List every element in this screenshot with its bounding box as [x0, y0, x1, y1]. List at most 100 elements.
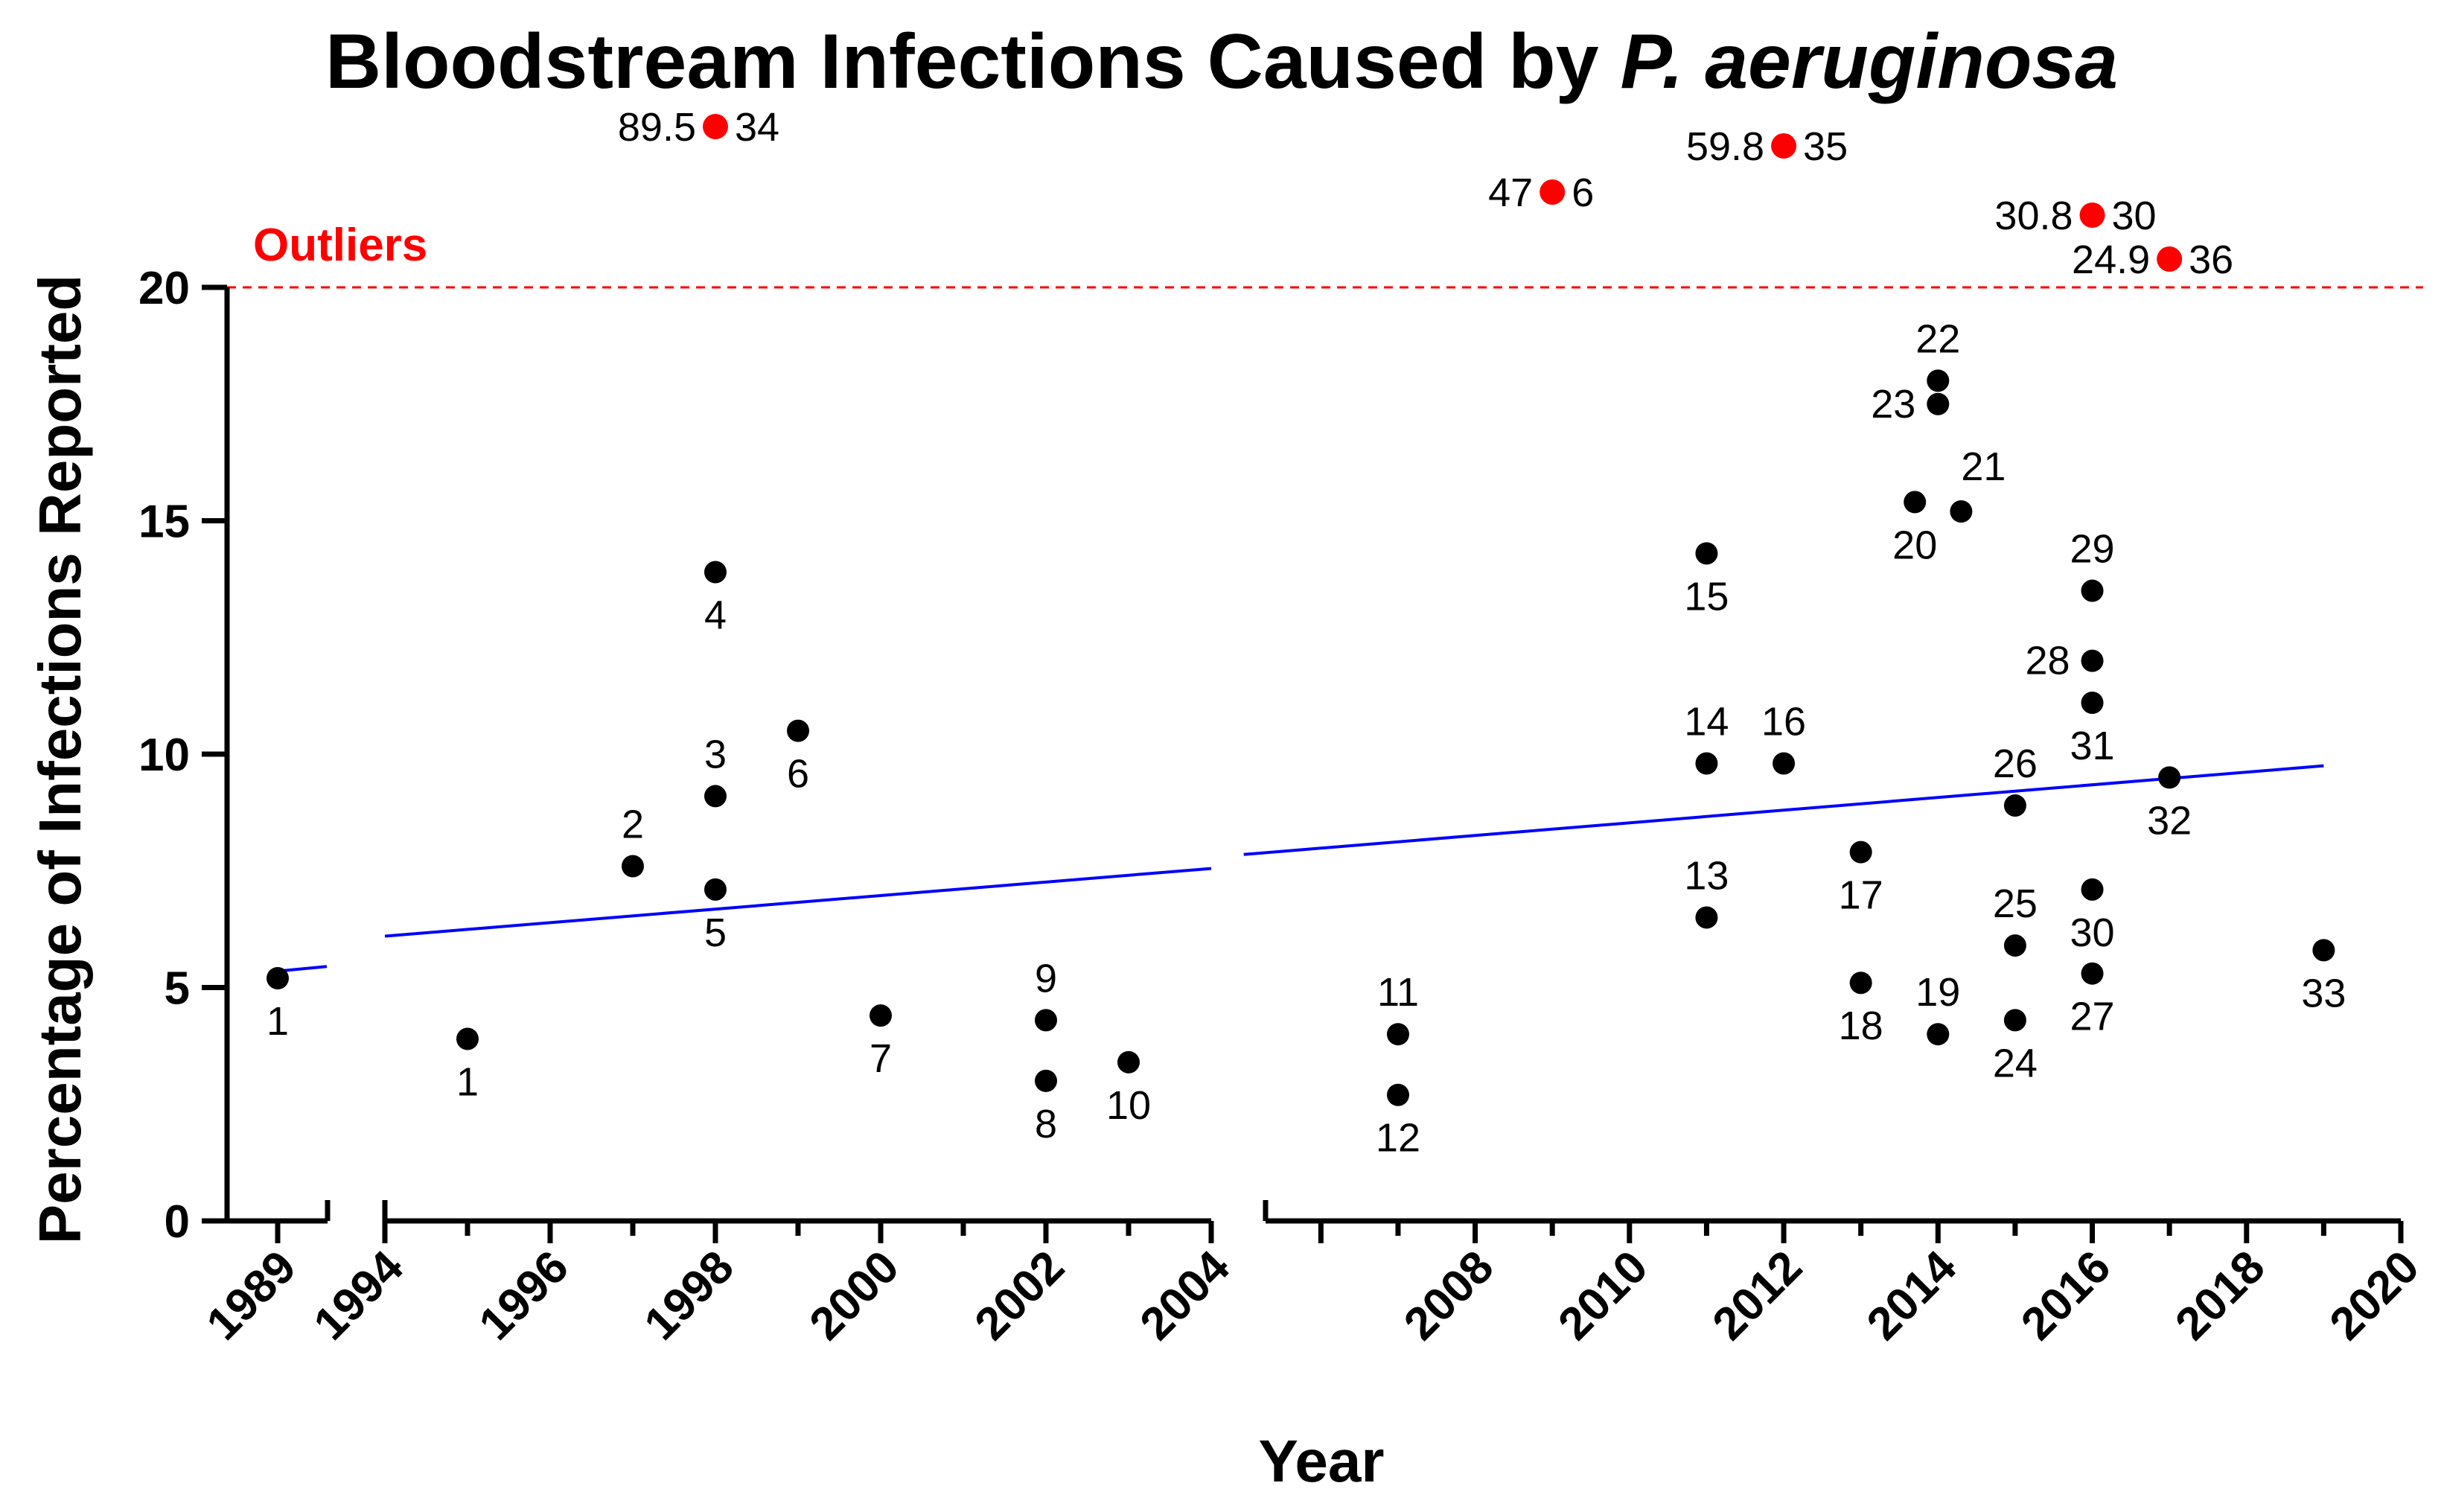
x-tick-label: 2014 — [1857, 1241, 1967, 1350]
data-point — [2003, 794, 2026, 817]
chart-title: Bloodstream Infections Caused by P. aeru… — [325, 19, 2118, 105]
data-point-label: 17 — [1839, 873, 1883, 918]
data-point-label: 14 — [1684, 700, 1729, 744]
data-point — [2081, 878, 2104, 901]
data-point — [1386, 1083, 1409, 1106]
chart-title-prefix: Bloodstream Infections Caused by — [325, 19, 1620, 105]
x-tick-label: 1998 — [635, 1241, 744, 1350]
outlier-threshold-group: Outliers — [227, 220, 2423, 289]
data-point — [622, 855, 644, 878]
data-point-label: 24 — [1993, 1041, 2038, 1085]
data-point — [1117, 1050, 1140, 1074]
outlier-value-label: 89.5 — [618, 105, 696, 150]
outlier-id-label: 35 — [1803, 124, 1848, 169]
data-point-label: 2 — [622, 802, 644, 846]
x-tick-label: 2012 — [1703, 1241, 1812, 1350]
data-point-label: 5 — [704, 910, 727, 955]
outlier-point — [2079, 202, 2105, 228]
x-tick-label: 2004 — [1131, 1241, 1240, 1350]
outlier-id-label: 34 — [735, 105, 779, 150]
data-point — [1927, 369, 1950, 392]
data-point-label: 4 — [704, 593, 727, 637]
data-point-label: 22 — [1915, 316, 1960, 361]
data-point — [1927, 392, 1950, 415]
data-point-label: 29 — [2070, 527, 2114, 572]
data-point — [1849, 840, 1872, 864]
x-tick-label: 2010 — [1548, 1241, 1657, 1350]
data-point-label: 6 — [787, 752, 809, 797]
y-tick-label: 20 — [138, 263, 190, 314]
outlier-id-label: 30 — [2112, 194, 2157, 238]
data-point — [1927, 1023, 1950, 1046]
x-tick-label: 2018 — [2166, 1241, 2274, 1350]
trend-line — [384, 867, 1212, 938]
outlier-value-label: 30.8 — [1994, 194, 2073, 238]
outlier-point — [1771, 133, 1797, 159]
data-point-label: 32 — [2147, 798, 2192, 843]
data-point-label: 13 — [1684, 853, 1729, 898]
outliers-label: Outliers — [253, 220, 427, 271]
outlier-id-label: 6 — [1572, 170, 1594, 215]
data-point-label: 21 — [1961, 444, 2006, 489]
data-point — [1035, 1009, 1057, 1032]
x-tick-label: 1989 — [197, 1241, 306, 1350]
data-point — [704, 561, 727, 584]
data-point-label: 15 — [1684, 574, 1729, 619]
data-point-label: 7 — [870, 1036, 892, 1081]
outlier-value-label: 59.8 — [1686, 124, 1764, 169]
data-point-label: 28 — [2025, 639, 2070, 683]
data-point — [1386, 1023, 1409, 1046]
outlier-value-label: 47 — [1488, 170, 1533, 215]
data-point-label: 25 — [1993, 881, 2038, 926]
data-point-label: 26 — [1993, 741, 2038, 786]
data-point — [2081, 962, 2104, 985]
data-point — [2158, 766, 2181, 789]
data-point — [456, 1027, 479, 1050]
x-tick-label: 2008 — [1394, 1241, 1503, 1350]
outlier-id-label: 36 — [2189, 237, 2233, 282]
x-tick-label: 2000 — [800, 1241, 909, 1350]
y-axis-title: Percentage of Infections Reported — [27, 275, 93, 1244]
data-point-label: 1 — [267, 999, 289, 1044]
y-tick-label: 15 — [138, 497, 190, 548]
data-point-label: 18 — [1839, 1004, 1883, 1048]
y-tick-label: 10 — [138, 730, 190, 781]
data-point-label: 31 — [2070, 724, 2114, 768]
data-point — [2081, 579, 2104, 602]
y-tick-label: 0 — [165, 1196, 190, 1248]
data-point — [2081, 692, 2104, 715]
data-point — [870, 1004, 892, 1027]
data-point — [2081, 649, 2104, 672]
y-tick-label: 5 — [165, 963, 190, 1015]
data-point-label: 20 — [1892, 523, 1937, 567]
data-point — [267, 966, 289, 989]
x-tick-label: 1996 — [470, 1241, 578, 1350]
trend-lines-group — [277, 764, 2324, 973]
trend-line — [277, 965, 328, 973]
data-point — [1904, 491, 1927, 514]
data-point-label: 10 — [1106, 1083, 1151, 1128]
data-point-label: 11 — [1377, 970, 1419, 1015]
data-point-label: 16 — [1761, 700, 1806, 744]
data-point — [2003, 934, 2026, 957]
data-point — [2003, 1009, 2026, 1032]
outlier-point — [1540, 179, 1566, 205]
x-tick-label: 2002 — [966, 1241, 1074, 1350]
chart-title-species: P. aeruginosa — [1620, 19, 2118, 105]
x-tick-label: 2020 — [2320, 1241, 2429, 1350]
data-point-label: 3 — [704, 732, 727, 776]
data-point-label: 27 — [2070, 995, 2114, 1039]
outlier-value-label: 24.9 — [2072, 237, 2150, 282]
data-point — [1695, 906, 1718, 929]
data-point-label: 30 — [2070, 910, 2114, 955]
outlier-point — [703, 114, 728, 139]
x-tick-label: 1994 — [304, 1241, 414, 1350]
data-point-label: 19 — [1915, 970, 1960, 1015]
data-point — [1950, 500, 1973, 523]
data-point-label: 12 — [1376, 1116, 1420, 1161]
data-point — [1849, 972, 1872, 995]
x-tick-label: 2016 — [2011, 1241, 2120, 1350]
